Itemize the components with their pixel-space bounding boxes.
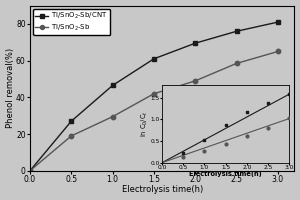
Ti/SnO$_2$-Sb (69, 135, 73, 137)
Ti/SnO$_2$-Sb/CNT (235, 30, 238, 32)
Ti/SnO$_2$-Sb (28, 170, 32, 172)
Ti/SnO$_2$-Sb (276, 50, 280, 53)
Legend: Ti/SnO$_2$-Sb/CNT, Ti/SnO$_2$-Sb: Ti/SnO$_2$-Sb/CNT, Ti/SnO$_2$-Sb (33, 9, 110, 35)
Ti/SnO$_2$-Sb/CNT (69, 120, 73, 122)
Ti/SnO$_2$-Sb (194, 80, 197, 82)
Ti/SnO$_2$-Sb (235, 62, 238, 65)
Line: Ti/SnO$_2$-Sb: Ti/SnO$_2$-Sb (28, 49, 280, 173)
Ti/SnO$_2$-Sb/CNT (194, 42, 197, 44)
Ti/SnO$_2$-Sb/CNT (28, 170, 32, 172)
Ti/SnO$_2$-Sb/CNT (111, 84, 114, 87)
Ti/SnO$_2$-Sb/CNT (152, 58, 156, 60)
Ti/SnO$_2$-Sb (152, 93, 156, 95)
Ti/SnO$_2$-Sb/CNT (276, 21, 280, 23)
Ti/SnO$_2$-Sb (111, 115, 114, 118)
Line: Ti/SnO$_2$-Sb/CNT: Ti/SnO$_2$-Sb/CNT (28, 20, 280, 173)
X-axis label: Electrolysis time(h): Electrolysis time(h) (122, 185, 203, 194)
Y-axis label: Phenol removal(%): Phenol removal(%) (6, 48, 15, 128)
